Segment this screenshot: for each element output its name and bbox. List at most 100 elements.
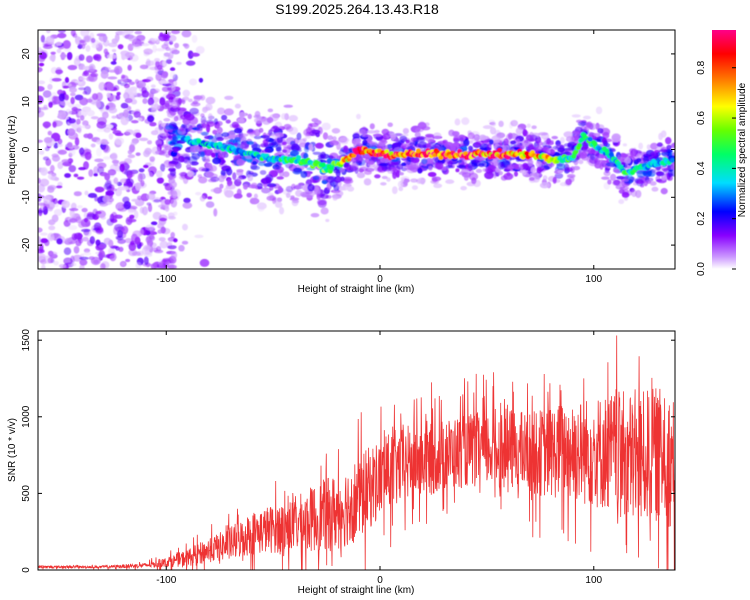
snr-series-line <box>38 335 675 570</box>
spectrogram-cell <box>60 54 67 58</box>
spectrogram-cell <box>232 172 237 181</box>
spectrogram-cell <box>101 111 109 119</box>
spectrogram-cell <box>272 197 277 205</box>
spectrogram-cell <box>187 98 193 103</box>
spectrogram-cell <box>225 183 236 190</box>
spectrogram-cell <box>210 176 220 182</box>
spectrogram-cell <box>95 228 104 235</box>
spectrogram-cell <box>126 218 137 223</box>
spectrogram-cell <box>83 228 90 236</box>
spectrogram-cell <box>38 80 46 85</box>
spectrogram-cell <box>498 171 503 176</box>
spectrogram-cell <box>384 149 390 154</box>
spectrogram-cell <box>85 45 91 52</box>
spectrogram-cell <box>96 162 107 169</box>
spectrogram-cell <box>183 43 190 49</box>
spectrogram-cell <box>535 160 542 168</box>
spectrogram-cell <box>276 176 284 180</box>
spectrogram-cell <box>549 149 556 155</box>
spectrogram-cell <box>82 236 89 242</box>
spectrogram-cell <box>319 159 327 164</box>
spectrogram-cell <box>253 135 262 140</box>
spectrogram-cell <box>157 229 163 234</box>
spectrogram-cell <box>417 167 423 174</box>
spectrogram-cell <box>210 188 219 193</box>
spectrogram-cell <box>78 110 88 118</box>
spectrogram-cell <box>72 66 77 70</box>
spectrogram-cell <box>503 172 514 180</box>
spectrogram-cell <box>203 147 213 156</box>
spectrogram-cell <box>95 92 103 101</box>
spectrogram-cell <box>55 69 64 75</box>
spectrogram-cell <box>566 173 576 178</box>
spectrogram-cell <box>117 44 124 50</box>
spectrogram-cell <box>146 171 153 178</box>
y-tick-label: 0 <box>21 567 32 573</box>
spectrogram-cell <box>266 116 274 124</box>
spectrogram-cell <box>515 138 521 146</box>
spectrogram-cell <box>154 57 161 62</box>
spectrogram-cell <box>98 243 107 249</box>
spectrogram-cell <box>300 170 308 179</box>
spectrogram-cell <box>150 263 157 269</box>
spectrogram-cell <box>76 176 85 180</box>
spectrogram-cell <box>147 115 155 123</box>
spectrogram-cell <box>159 259 170 269</box>
spectrogram-cell <box>339 167 345 173</box>
spectrogram-cell <box>154 249 164 254</box>
spectrogram-cell <box>258 127 264 133</box>
spectrogram-cell <box>270 126 281 133</box>
spectrogram-cell <box>134 236 141 245</box>
spectrogram-cell <box>458 143 466 148</box>
spectrogram-cell <box>81 124 90 129</box>
spectrogram-cell <box>62 40 71 49</box>
spectrogram-cell <box>432 177 438 183</box>
spectrogram-cell <box>521 169 527 176</box>
figure-title: S199.2025.264.13.43.R18 <box>275 1 439 17</box>
spectrogram-cell <box>503 138 509 147</box>
spectrogram-cell <box>223 187 229 196</box>
spectrogram-cell <box>463 173 469 181</box>
spectrogram-cell <box>660 187 668 195</box>
spectrogram-cell <box>659 149 668 153</box>
spectrogram-cell <box>281 141 287 146</box>
colorbar-tick-label: 0.0 <box>696 262 707 276</box>
spectrogram-cell <box>96 147 102 157</box>
spectrogram-cell <box>138 168 145 173</box>
spectrogram-cell <box>605 162 616 167</box>
y-tick-label: 1000 <box>21 405 32 428</box>
spectrogram-cell <box>397 181 404 188</box>
spectrogram-cell <box>221 132 230 137</box>
spectrogram-cell <box>322 132 329 140</box>
spectrogram-cell <box>100 216 106 220</box>
spectrogram-cell <box>602 140 608 147</box>
y-tick-label: 500 <box>21 485 32 502</box>
spectrogram-cell <box>479 143 490 151</box>
spectrogram-cell <box>212 157 222 165</box>
spectrogram-cell <box>161 43 169 50</box>
spectrogram-cell <box>367 160 375 165</box>
spectrogram-cell <box>56 238 63 245</box>
spectrogram-cell <box>57 30 66 34</box>
spectrogram-cell <box>38 253 46 259</box>
spectrogram-cell <box>170 232 176 238</box>
spectrogram-cell <box>70 96 75 105</box>
spectrogram-cell <box>331 128 341 134</box>
spectrogram-cell <box>665 166 673 170</box>
spectrogram-cell <box>181 240 189 245</box>
spectrogram-cell <box>73 173 79 178</box>
spectrogram-cell <box>489 126 497 135</box>
spectrogram-cell <box>489 139 494 145</box>
spectrogram-cell <box>356 172 366 179</box>
x-tick-label: -100 <box>156 274 176 285</box>
spectrogram-cell <box>135 152 141 157</box>
spectrogram-cell <box>151 146 161 155</box>
snr-frame <box>37 330 676 571</box>
spectrogram-cell <box>596 124 605 130</box>
spectrogram-cell <box>498 120 504 128</box>
spectrogram-cell <box>611 133 621 142</box>
spectrogram-cell <box>213 208 218 217</box>
spectrogram-cell <box>119 163 125 173</box>
spectrogram-cell <box>248 184 258 189</box>
spectrogram-cell <box>159 97 166 106</box>
